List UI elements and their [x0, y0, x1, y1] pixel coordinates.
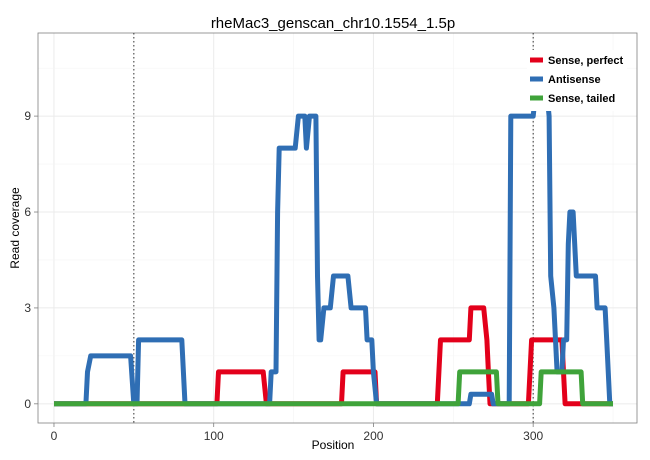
- y-tick-label: 0: [24, 397, 31, 411]
- x-tick-label: 0: [51, 429, 58, 443]
- y-axis-label: Read coverage: [8, 187, 22, 269]
- axes: 0 100 200 300 0 3 6 9: [24, 109, 543, 443]
- y-tick-label: 9: [24, 109, 31, 123]
- legend-label: Sense, tailed: [548, 93, 615, 105]
- legend-label: Antisense: [548, 74, 601, 86]
- series-lines: [54, 81, 613, 407]
- y-tick-label: 6: [24, 205, 31, 219]
- plot-panel: [37, 32, 638, 424]
- legend: Sense, perfect Antisense Sense, tailed: [527, 50, 627, 111]
- y-tick-label: 3: [24, 301, 31, 315]
- position-markers: [133, 33, 534, 423]
- x-tick-label: 100: [204, 429, 224, 443]
- x-tick-label: 300: [523, 429, 543, 443]
- x-axis-label: Position: [312, 438, 355, 452]
- legend-background: [527, 50, 627, 111]
- chart-title: rheMac3_genscan_chr10.1554_1.5p: [211, 15, 455, 32]
- series-line-sense-tailed: [54, 369, 613, 407]
- legend-label: Sense, perfect: [548, 55, 624, 67]
- x-tick-label: 200: [363, 429, 383, 443]
